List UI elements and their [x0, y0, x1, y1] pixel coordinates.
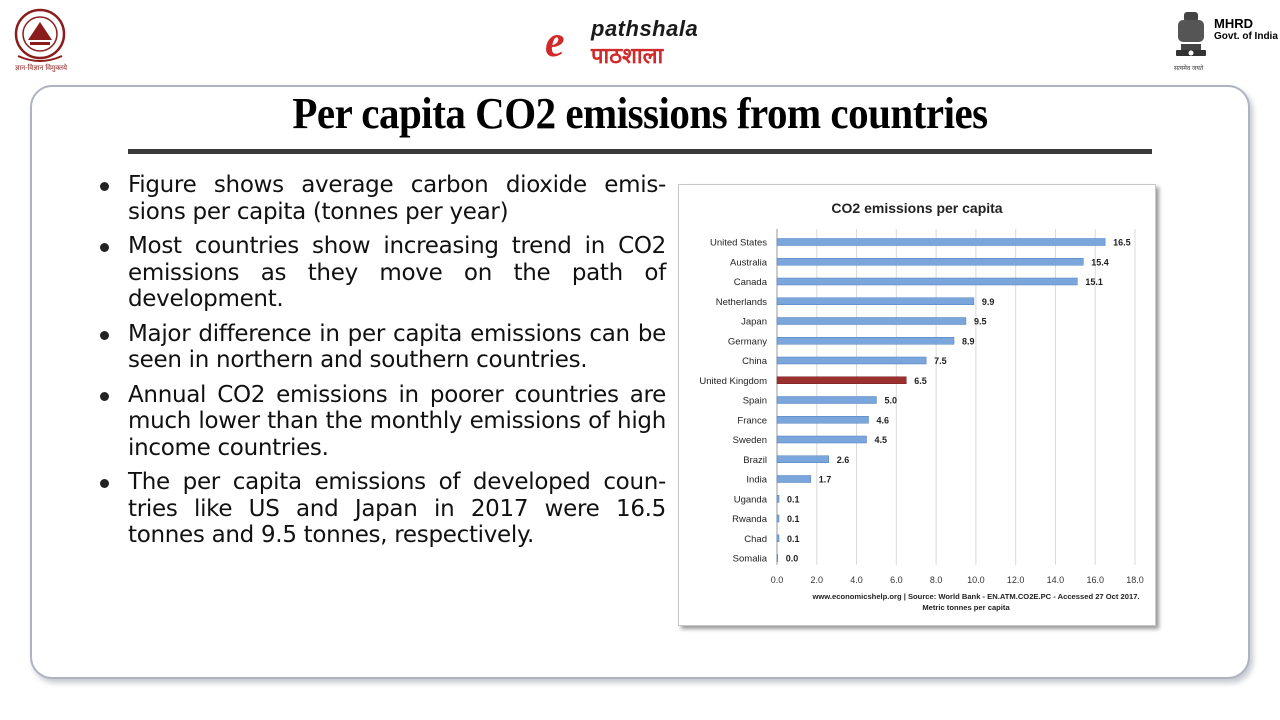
- x-tick-label: 16.0: [1086, 575, 1104, 585]
- bar: [776, 238, 1106, 246]
- x-tick-label: 4.0: [850, 575, 863, 585]
- bar: [776, 475, 812, 483]
- value-label: 0.1: [787, 534, 800, 544]
- category-label: United Kingdom: [699, 376, 767, 387]
- bullet-item: The per capita emissions of developed co…: [98, 469, 666, 549]
- x-tick-label: 8.0: [930, 575, 943, 585]
- bar: [776, 455, 829, 463]
- bullet-text: Annual CO2 emissions in poorer countries…: [128, 381, 666, 461]
- ashoka-emblem-icon: [1176, 12, 1206, 56]
- bar: [776, 534, 780, 542]
- value-label: 9.5: [974, 317, 987, 327]
- bullet-item: Annual CO2 emissions in poorer countries…: [98, 382, 666, 462]
- value-label: 9.9: [982, 297, 995, 307]
- value-label: 1.7: [819, 475, 832, 485]
- category-label: Spain: [743, 396, 767, 407]
- value-label: 2.6: [837, 455, 850, 465]
- bullet-text: Major difference in per capita emissions…: [128, 320, 666, 374]
- value-label: 15.4: [1091, 257, 1109, 267]
- mhrd-subtitle: Govt. of India: [1214, 31, 1278, 42]
- category-label: Japan: [741, 317, 767, 328]
- category-labels: United States Australia Canada Netherlands J…: [699, 238, 767, 565]
- value-label: 6.5: [914, 376, 927, 386]
- title-underline: [128, 149, 1152, 154]
- bar: [776, 356, 927, 365]
- value-label: 15.1: [1085, 277, 1103, 287]
- bullet-dot-icon: [100, 243, 109, 252]
- mhrd-title: MHRD: [1214, 16, 1253, 31]
- epathshala-name: pathshala: [591, 16, 699, 41]
- value-label: 8.9: [962, 336, 975, 346]
- bar: [776, 317, 967, 325]
- chart-title: CO2 emissions per capita: [831, 200, 1002, 216]
- x-tick-label: 2.0: [811, 575, 824, 585]
- bar: [776, 554, 779, 562]
- bullet-text: Figure shows average carbon dioxide emis…: [128, 172, 666, 225]
- bullet-dot-icon: [100, 330, 109, 340]
- bar: [776, 277, 1078, 286]
- bullet-text: Most countries show increasing trend in …: [128, 233, 666, 312]
- bullet-item: Most countries show increasing trend in …: [98, 233, 666, 313]
- bullet-list: Figure shows average carbon dioxide emis…: [98, 172, 666, 557]
- bar: [776, 495, 780, 503]
- value-labels: 16.5 15.4 15.1 9.9 9.5 8.9 7.5 6.5 5.0 4.6 4.5 2.6 1…: [786, 238, 1131, 564]
- bars: [776, 238, 1106, 562]
- value-label: 16.5: [1113, 238, 1131, 248]
- bullet-item: Figure shows average carbon dioxide emis…: [98, 172, 666, 225]
- ugc-logo: [14, 8, 66, 62]
- x-tick-label: 12.0: [1007, 575, 1025, 585]
- ugc-caption: ज्ञान-विज्ञान विमुक्तये: [14, 65, 68, 72]
- slide-title: Per capita CO2 emissions from countries: [292, 88, 988, 138]
- epathshala-e-letter: e: [545, 17, 565, 66]
- bullet-dot-icon: [100, 391, 109, 401]
- x-tick-label: 14.0: [1047, 575, 1065, 585]
- value-label: 4.5: [875, 435, 888, 445]
- bar: [776, 376, 907, 384]
- x-tick-label: 18.0: [1126, 575, 1144, 585]
- category-label: United States: [710, 238, 767, 249]
- value-label: 4.6: [876, 415, 889, 425]
- category-label: Somalia: [733, 554, 768, 565]
- category-label: Netherlands: [716, 297, 767, 308]
- bar: [776, 514, 780, 523]
- value-label: 0.0: [786, 554, 799, 564]
- bar: [776, 337, 955, 345]
- category-label: Brazil: [743, 455, 767, 466]
- value-label: 7.5: [934, 356, 947, 366]
- category-label: Chad: [744, 534, 767, 545]
- category-label: Germany: [728, 336, 767, 347]
- bullet-dot-icon: [100, 479, 109, 488]
- value-label: 5.0: [884, 396, 897, 406]
- value-label: 0.1: [787, 514, 800, 524]
- category-label: Australia: [730, 257, 768, 268]
- bullet-text: The per capita emissions of developed co…: [128, 469, 666, 548]
- category-label: China: [742, 356, 768, 367]
- category-label: Uganda: [734, 494, 768, 505]
- category-label: Sweden: [733, 435, 767, 446]
- category-label: France: [737, 415, 767, 426]
- value-label: 0.1: [787, 494, 800, 504]
- bullet-dot-icon: [100, 182, 109, 191]
- chart-source: www.economicshelp.org | Source: World Ba…: [811, 592, 1139, 601]
- category-label: Rwanda: [732, 514, 768, 525]
- category-label: India: [746, 475, 767, 486]
- epathshala-hindi-name: पाठशाला: [591, 44, 664, 69]
- x-axis-label: Metric tonnes per capita: [922, 603, 1010, 612]
- bar: [776, 435, 867, 444]
- mhrd-motto: सत्यमेव जयते: [1174, 66, 1204, 72]
- category-label: Canada: [734, 277, 768, 288]
- bar: [776, 258, 1084, 266]
- x-tick-labels: 0.0 2.0 4.0 6.0 8.0 10.0 12.0 14.0 16.0 18.0: [771, 575, 1144, 585]
- chart-panel: CO2 emissions per capita United States Au…: [678, 184, 1156, 626]
- epathshala-logo: e pathshala पाठशाला: [545, 12, 735, 72]
- bullet-item: Major difference in per capita emissions…: [98, 321, 666, 374]
- x-tick-label: 0.0: [771, 575, 784, 585]
- x-tick-label: 10.0: [967, 575, 985, 585]
- co2-bar-chart: CO2 emissions per capita United States Au…: [699, 200, 1144, 612]
- bar: [776, 297, 975, 305]
- bar: [776, 396, 877, 404]
- bar: [776, 416, 869, 424]
- x-tick-label: 6.0: [890, 575, 903, 585]
